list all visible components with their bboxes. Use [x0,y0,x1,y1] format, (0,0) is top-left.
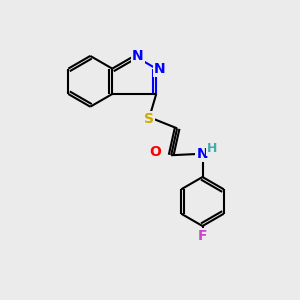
Text: N: N [132,49,144,63]
Text: N: N [154,61,166,76]
Text: O: O [149,145,161,159]
Text: F: F [198,230,207,243]
Text: S: S [144,112,154,126]
Text: H: H [207,142,217,155]
Text: N: N [197,147,208,161]
